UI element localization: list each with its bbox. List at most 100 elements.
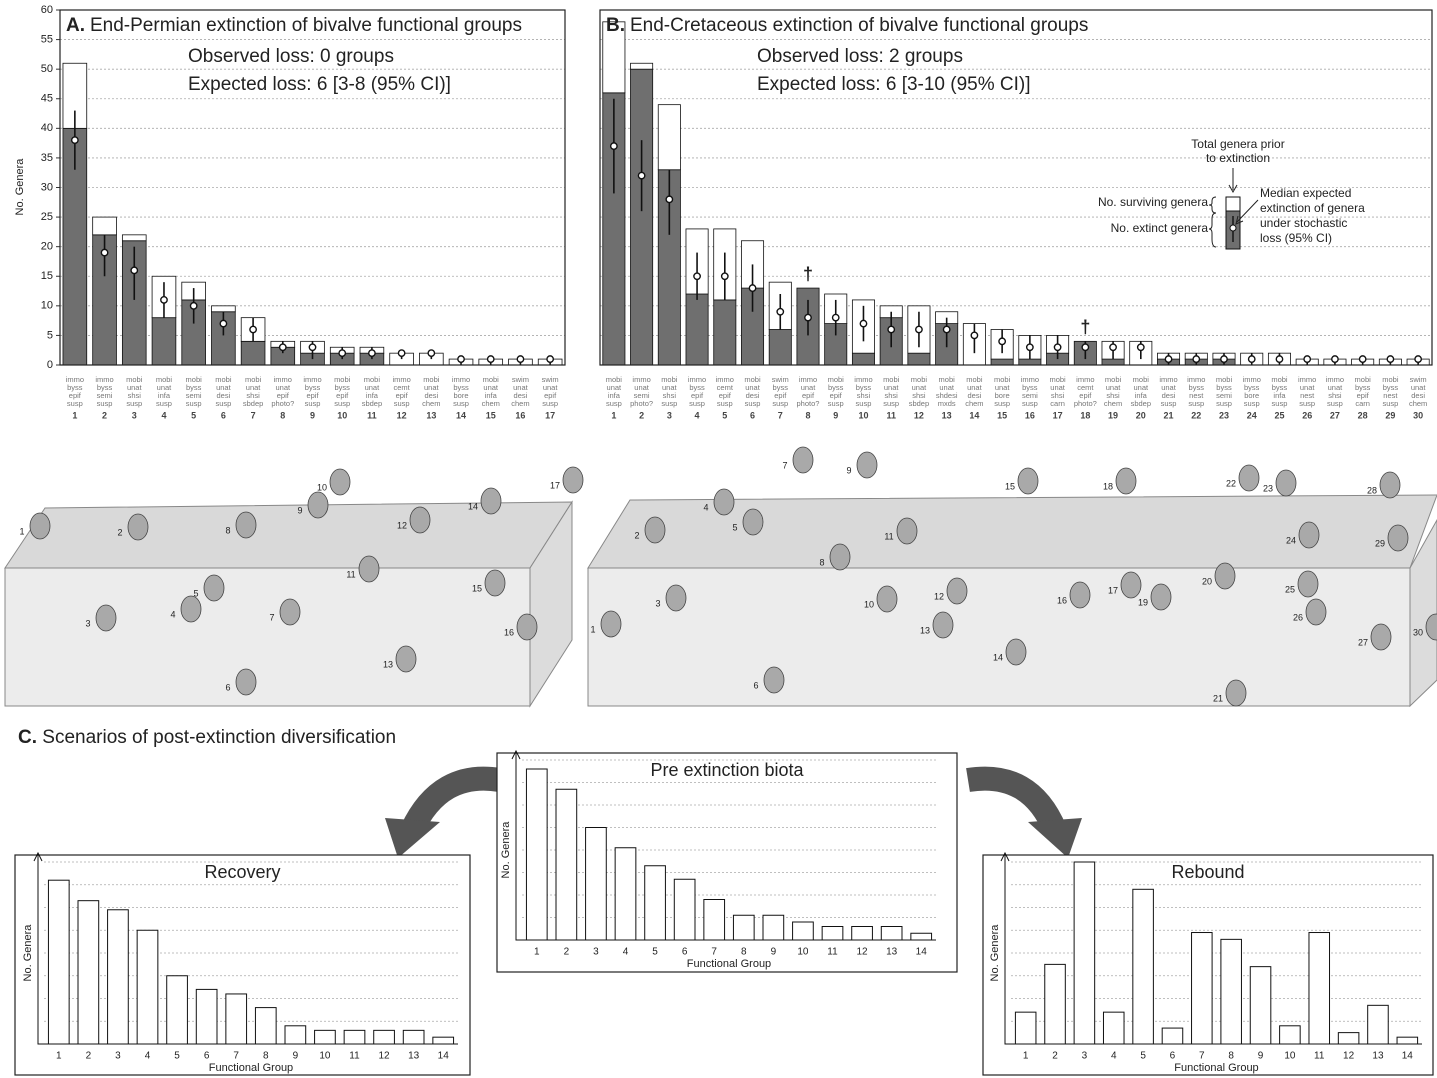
axes: [37, 854, 458, 1045]
x-tick-code: susp: [97, 399, 113, 408]
bar: [910, 932, 933, 941]
x-tick-code: immo: [1243, 375, 1261, 384]
x-tick-label: 8: [280, 410, 285, 420]
panel-c-heading: C. Scenarios of post-extinction diversif…: [18, 727, 396, 748]
x-tick-code: unat: [607, 383, 623, 392]
illustration-label: 2: [117, 527, 122, 537]
x-tick-code: byss: [1355, 383, 1371, 392]
plot-frame: [59, 9, 566, 366]
illustration-label: 16: [1057, 595, 1067, 605]
x-tick-code: desi: [1162, 391, 1176, 400]
x-tick-code: unat: [801, 383, 817, 392]
illustration-label: 4: [703, 502, 708, 512]
median-point: [637, 171, 646, 180]
legend-note: under stochastic: [1260, 216, 1347, 230]
x-tick-code: sbdep: [1131, 399, 1151, 408]
shell: [1298, 521, 1320, 549]
y-axis-label: No. Genera: [22, 924, 34, 982]
x-tick-code: byss: [1189, 383, 1205, 392]
illustration-label: 6: [753, 680, 758, 690]
bar-segment: [768, 329, 792, 366]
bar: [614, 847, 637, 941]
illustration-label: 11: [884, 531, 893, 541]
shell: [235, 511, 257, 539]
x-tick-label: 1: [56, 1051, 62, 1062]
x-tick-label: 13: [426, 410, 436, 420]
shell: [600, 610, 622, 638]
x-tick-code: photo?: [1074, 399, 1097, 408]
median-point: [720, 272, 729, 281]
legend-arrow: [1235, 199, 1259, 225]
x-tick-code: unat: [1133, 383, 1149, 392]
x-tick-code: unat: [662, 383, 678, 392]
x-tick-code: mobi: [828, 375, 845, 384]
x-tick-label: 17: [545, 410, 555, 420]
legend-label: No. extinct genera: [1111, 221, 1209, 235]
shell: [665, 584, 687, 612]
plot-frame: [599, 9, 1433, 366]
legend-note: loss (95% CI): [1260, 231, 1332, 245]
x-tick-code: unat: [1411, 383, 1427, 392]
x-tick-code: susp: [1022, 399, 1038, 408]
x-tick-code: byss: [856, 383, 872, 392]
median-point: [278, 343, 287, 352]
median-point: [915, 325, 923, 334]
sediment-front: [587, 567, 1411, 707]
x-tick-label: 18: [1080, 410, 1090, 420]
sediment-side: [529, 500, 573, 708]
legend-brace: [1208, 196, 1217, 214]
median-point: [1053, 343, 1062, 352]
x-tick-code: shsi: [857, 391, 871, 400]
shell: [1005, 638, 1027, 666]
x-tick-code: sbdep: [909, 399, 929, 408]
x-tick-label: 7: [1199, 1051, 1205, 1062]
x-tick-code: mobi: [1271, 375, 1288, 384]
bar-segment: [1101, 358, 1125, 366]
x-tick-label: 6: [221, 410, 226, 420]
x-tick-code: infa: [366, 391, 379, 400]
x-tick-label: 2: [1052, 1051, 1058, 1062]
x-tick-code: mobi: [245, 375, 262, 384]
x-tick-code: shsi: [885, 391, 899, 400]
median-point: [1025, 343, 1034, 352]
x-tick-label: 13: [408, 1051, 420, 1062]
x-tick-code: byss: [828, 383, 844, 392]
x-tick-code: byss: [305, 383, 321, 392]
bar: [880, 926, 903, 941]
median-point: [609, 142, 618, 150]
legend-median: [1229, 224, 1237, 232]
x-tick-label: 3: [115, 1051, 121, 1062]
x-tick-code: susp: [689, 399, 705, 408]
x-tick-label: 3: [1082, 1051, 1088, 1062]
x-tick-label: 1: [72, 410, 77, 420]
bar: [136, 929, 159, 1045]
illustration-label: 3: [85, 618, 90, 628]
extinction-marker: †: [1080, 317, 1090, 337]
x-axis-label: Functional Group: [687, 958, 771, 970]
x-tick-code: susp: [1244, 399, 1260, 408]
y-tick-label: 60: [41, 4, 53, 16]
median-point: [189, 301, 198, 310]
x-tick-code: unat: [967, 383, 983, 392]
x-tick-code: sbdep: [243, 399, 263, 408]
x-tick-code: photo?: [630, 399, 653, 408]
x-tick-code: mobi: [1105, 375, 1122, 384]
x-tick-label: 19: [1108, 410, 1118, 420]
bar: [432, 1036, 455, 1045]
x-tick-code: immo: [716, 375, 734, 384]
x-tick-label: 3: [593, 947, 599, 958]
x-tick-code: sbdep: [362, 399, 382, 408]
legend-label: No. surviving genera: [1098, 195, 1208, 209]
illustration-label: 8: [819, 557, 824, 567]
x-tick-code: byss: [1022, 383, 1038, 392]
x-axis-label: Functional Group: [209, 1062, 293, 1074]
x-tick-code: susp: [994, 399, 1010, 408]
x-tick-code: mobi: [744, 375, 761, 384]
median-point: [665, 195, 674, 204]
x-tick-code: susp: [1161, 399, 1177, 408]
x-tick-code: mobi: [423, 375, 440, 384]
illustration-label: 15: [472, 583, 482, 593]
shell: [1115, 467, 1137, 495]
x-tick-label: 12: [857, 947, 869, 958]
x-tick-label: 17: [1053, 410, 1063, 420]
